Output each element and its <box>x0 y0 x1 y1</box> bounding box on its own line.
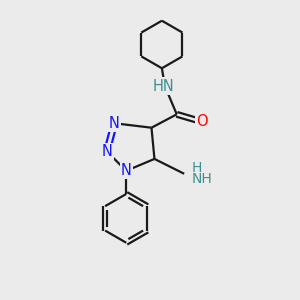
Text: N: N <box>101 144 112 159</box>
Text: N: N <box>121 163 132 178</box>
Text: HN: HN <box>152 79 174 94</box>
Text: NH: NH <box>192 172 212 186</box>
Text: N: N <box>109 116 120 131</box>
Text: O: O <box>196 114 208 129</box>
Text: H: H <box>192 161 202 176</box>
